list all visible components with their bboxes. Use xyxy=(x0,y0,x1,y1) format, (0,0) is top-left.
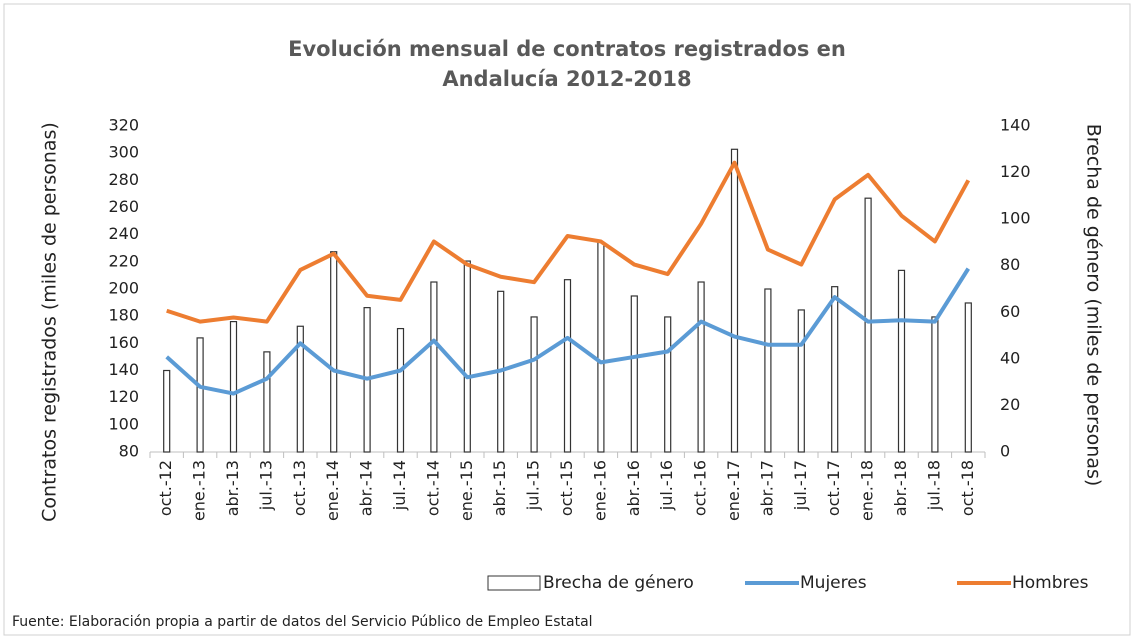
bar xyxy=(563,279,572,453)
bar xyxy=(764,288,772,453)
y-tick-label: 180 xyxy=(108,306,139,325)
y2-tick-label: 40 xyxy=(1000,348,1020,367)
x-tick-label: ene.-15 xyxy=(457,460,476,521)
bar xyxy=(163,369,171,453)
x-tick-label: oct.-13 xyxy=(290,460,309,516)
y2-tick-label: 60 xyxy=(1000,302,1020,321)
bar xyxy=(597,241,605,453)
y-tick-label: 140 xyxy=(108,360,139,379)
x-tick-label: jul.-14 xyxy=(390,460,409,511)
x-tick-label: abr.-13 xyxy=(223,460,242,516)
x-tick-label: jul.-15 xyxy=(524,460,543,511)
x-tick-label: abr.-14 xyxy=(357,460,376,516)
x-tick-label: abr.-17 xyxy=(757,460,776,516)
y2-tick-label: 100 xyxy=(1000,209,1031,228)
x-tick-label: ene.-17 xyxy=(724,460,743,521)
x-tick-label: oct.-12 xyxy=(156,460,175,516)
bar xyxy=(897,269,906,453)
bar xyxy=(630,295,638,453)
y2-tick-label: 20 xyxy=(1000,395,1020,414)
x-tick-label: jul.-18 xyxy=(924,460,943,511)
y-tick-label: 300 xyxy=(108,143,139,162)
bar xyxy=(330,251,338,453)
y-tick-label: 100 xyxy=(108,414,139,433)
legend-label: Hombres xyxy=(1012,573,1089,593)
bar xyxy=(463,260,471,453)
y-tick-label: 80 xyxy=(119,442,139,461)
legend-label: Mujeres xyxy=(800,573,867,593)
x-tick-label: jul.-13 xyxy=(256,460,275,511)
bar xyxy=(797,309,805,453)
bar xyxy=(964,302,972,453)
x-tick-label: jul.-17 xyxy=(791,460,810,511)
chart-title: Evolución mensual de contratos registrad… xyxy=(288,37,846,91)
y-tick-label: 260 xyxy=(108,197,139,216)
bar xyxy=(229,321,238,453)
bar xyxy=(664,316,672,453)
x-tick-label: oct.-14 xyxy=(423,460,442,516)
y-tick-label: 320 xyxy=(108,116,139,135)
x-tick-label: ene.-18 xyxy=(858,460,877,521)
y2-tick-label: 0 xyxy=(1000,442,1010,461)
x-tick-label: abr.-16 xyxy=(624,460,643,516)
bar xyxy=(697,281,705,453)
y-tick-label: 160 xyxy=(108,333,139,352)
y-tick-label: 220 xyxy=(108,251,139,270)
y-tick-label: 280 xyxy=(108,170,139,189)
y-tick-label: 120 xyxy=(108,387,139,406)
y-tick-label: 200 xyxy=(108,279,139,298)
x-tick-label: oct.-18 xyxy=(958,460,977,516)
legend-label: Brecha de género xyxy=(543,573,694,593)
y2-axis-label: Brecha de género (miles de personas) xyxy=(1083,124,1105,487)
bar xyxy=(296,325,304,453)
y-tick-label: 240 xyxy=(108,224,139,243)
x-tick-label: ene.-13 xyxy=(190,460,209,521)
bar xyxy=(430,281,438,453)
x-tick-label: abr.-15 xyxy=(490,460,509,516)
bar xyxy=(263,351,271,453)
bar xyxy=(196,337,204,453)
bar xyxy=(730,148,739,453)
bar xyxy=(396,327,405,453)
bar xyxy=(864,197,872,453)
x-tick-label: abr.-18 xyxy=(891,460,910,516)
line xyxy=(165,267,970,396)
source-note: Fuente: Elaboración propia a partir de d… xyxy=(12,614,593,630)
y2-tick-label: 140 xyxy=(1000,116,1031,135)
y-axis-label: Contratos registrados (miles de personas… xyxy=(39,122,61,522)
legend-symbol xyxy=(487,575,541,591)
line xyxy=(166,160,971,324)
bar xyxy=(931,316,939,453)
bar xyxy=(831,286,839,453)
x-tick-label: ene.-16 xyxy=(590,460,609,521)
x-tick-label: oct.-17 xyxy=(824,460,843,516)
x-tick-label: jul.-16 xyxy=(657,460,676,511)
bar xyxy=(530,316,538,453)
y2-tick-label: 120 xyxy=(1000,162,1031,181)
y2-tick-label: 80 xyxy=(1000,255,1020,274)
x-tick-label: oct.-16 xyxy=(691,460,710,516)
x-tick-label: oct.-15 xyxy=(557,460,576,516)
x-tick-label: ene.-14 xyxy=(323,460,342,521)
